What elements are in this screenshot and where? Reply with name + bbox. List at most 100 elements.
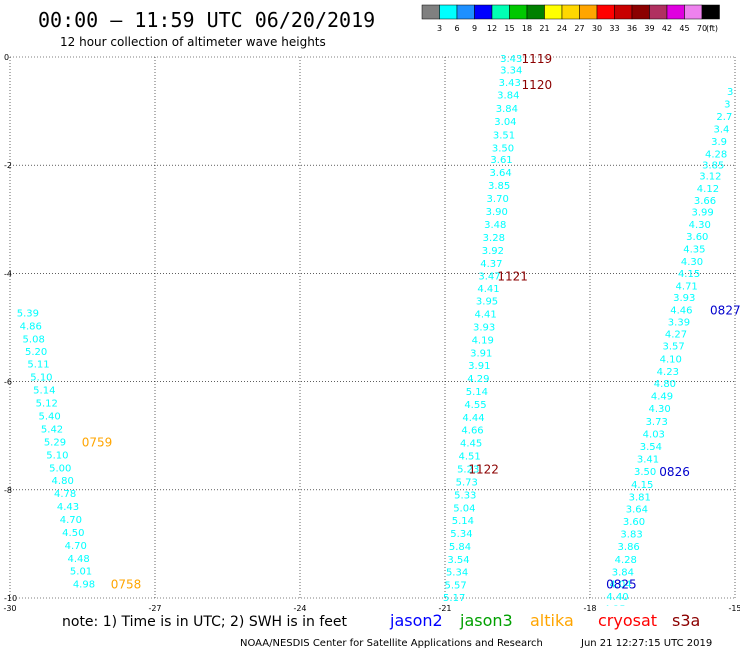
wave-height-point: 4.66 <box>461 426 483 437</box>
scale-label: 3 <box>437 24 442 33</box>
wave-height-point: 3.99 <box>691 208 713 219</box>
y-tick-label: -6 <box>4 378 12 387</box>
wave-height-point: 5.12 <box>36 399 58 410</box>
wave-height-point: 5.84 <box>449 542 471 553</box>
scale-swatch <box>649 4 668 20</box>
scale-label: 36 <box>627 24 637 33</box>
wave-height-point: 5.04 <box>453 504 475 515</box>
wave-height-point: 3.84 <box>496 104 518 115</box>
wave-height-point: 4.28 <box>705 149 727 160</box>
scale-label: 6 <box>454 24 459 33</box>
wave-height-point: 3.86 <box>618 542 640 553</box>
wave-height-point: 3.85 <box>488 181 510 192</box>
scale-swatch <box>701 4 720 20</box>
wave-height-point: 3.61 <box>490 155 512 166</box>
wave-height-point: 5.23 <box>457 465 479 476</box>
wave-height-point: 3.91 <box>470 348 492 359</box>
wave-height-point: 4.28 <box>615 555 637 566</box>
wave-height-point: 3.66 <box>694 196 716 207</box>
x-tick-label: -24 <box>293 604 306 613</box>
wave-height-point: 4.46 <box>670 306 692 317</box>
scale-swatch <box>544 4 563 20</box>
mission-jason2: jason2 <box>389 611 443 630</box>
wave-height-point: 5.00 <box>49 464 71 475</box>
scale-swatch <box>526 4 545 20</box>
scale-label: 21 <box>539 24 549 33</box>
scale-label: 12 <box>487 24 497 33</box>
pass-time-label: 1121 <box>497 270 528 284</box>
mission-cryosat: cryosat <box>598 611 657 630</box>
scale-label: 24 <box>557 24 567 33</box>
wave-height-point: 5.57 <box>445 580 467 591</box>
wave-height-point: 3.84 <box>497 90 519 101</box>
mission-legend: jason2 jason3 altika cryosat s3a <box>389 611 700 630</box>
color-scale-legend: 3 6 9 12 15 18 21 24 27 30 33 36 39 42 45 70(ft) <box>421 4 720 33</box>
wave-height-point: 4.41 <box>477 284 499 295</box>
wave-height-point: 3.57 <box>662 341 684 352</box>
wave-height-point: 5.29 <box>44 438 66 449</box>
wave-height-point: 4.35 <box>604 604 626 615</box>
y-tick-label: -8 <box>4 486 12 495</box>
pass-time-label: 0825 <box>606 577 637 591</box>
wave-height-point: 2.7 <box>716 112 732 123</box>
scale-swatch <box>579 4 598 20</box>
wave-height-point: 4.48 <box>68 554 90 565</box>
y-tick-label: -4 <box>4 269 12 278</box>
wave-height-point: 3.81 <box>629 492 651 503</box>
pass-time-labels: 1119 1120 1121 1122 0759 0758 0827 0826 0825 <box>82 52 740 591</box>
scale-label: 39 <box>644 24 654 33</box>
wave-height-point: 3.50 <box>634 467 656 478</box>
chart-title: 00:00 – 11:59 UTC 06/20/2019 <box>38 8 375 32</box>
wave-height-point: 4.23 <box>657 367 679 378</box>
scale-label: 42 <box>662 24 672 33</box>
wave-height-point: 4.70 <box>60 515 82 526</box>
wave-height-point: 4.19 <box>472 335 494 346</box>
scale-swatch <box>684 4 703 20</box>
x-tick-label: -30 <box>3 604 16 613</box>
x-tick-label: -15 <box>728 604 740 613</box>
wave-height-point: 4.86 <box>20 321 42 332</box>
scale-swatch <box>421 4 440 20</box>
wave-height-point: 5.10 <box>46 451 68 462</box>
wave-height-points: 3.433.343.433.843.843.043.513.503.613.64… <box>17 54 734 615</box>
wave-height-point: 3.28 <box>483 233 505 244</box>
wave-height-point: 4.27 <box>665 329 687 340</box>
wave-height-point: 4.30 <box>681 257 703 268</box>
wave-height-point: 3.60 <box>623 517 645 528</box>
scale-label: 33 <box>609 24 619 33</box>
wave-height-point: 4.80 <box>654 379 676 390</box>
wave-height-point: 4.43 <box>57 502 79 513</box>
wave-height-point: 4.41 <box>474 309 496 320</box>
scale-label: 70 <box>697 24 707 33</box>
wave-height-point: 3.04 <box>494 117 516 128</box>
wave-height-point: 4.29 <box>467 374 489 385</box>
wave-height-point: 4.30 <box>648 404 670 415</box>
y-tick-label: -2 <box>4 161 12 170</box>
pass-time-label: 0827 <box>710 304 740 318</box>
wave-height-point: 4.04 <box>609 579 631 590</box>
pass-time-label: 0826 <box>659 465 690 479</box>
scale-swatch <box>456 4 475 20</box>
wave-height-point: 3.73 <box>646 417 668 428</box>
wave-height-point: 3.91 <box>468 361 490 372</box>
wave-height-point: 3.50 <box>492 143 514 154</box>
wave-height-point: 4.15 <box>631 480 653 491</box>
wave-height-point: 5.34 <box>450 529 472 540</box>
wave-height-point: 4.49 <box>651 392 673 403</box>
scale-swatch <box>439 4 458 20</box>
wave-height-point: 4.10 <box>660 354 682 365</box>
pass-time-label: 1119 <box>522 52 553 66</box>
footer-timestamp: Jun 21 12:27:15 UTC 2019 <box>580 638 712 649</box>
scale-label: 18 <box>522 24 532 33</box>
wave-height-point: 3.43 <box>500 54 522 65</box>
wave-height-point: 3.83 <box>620 530 642 541</box>
wave-height-point: 4.37 <box>480 259 502 270</box>
wave-height-point: 5.10 <box>30 373 52 384</box>
scale-label: 9 <box>472 24 477 33</box>
wave-height-point: 3.41 <box>637 454 659 465</box>
wave-height-point: 5.42 <box>41 425 63 436</box>
wave-height-point: 3.95 <box>476 296 498 307</box>
wave-height-point: 3.93 <box>673 293 695 304</box>
scale-swatch <box>614 4 633 20</box>
